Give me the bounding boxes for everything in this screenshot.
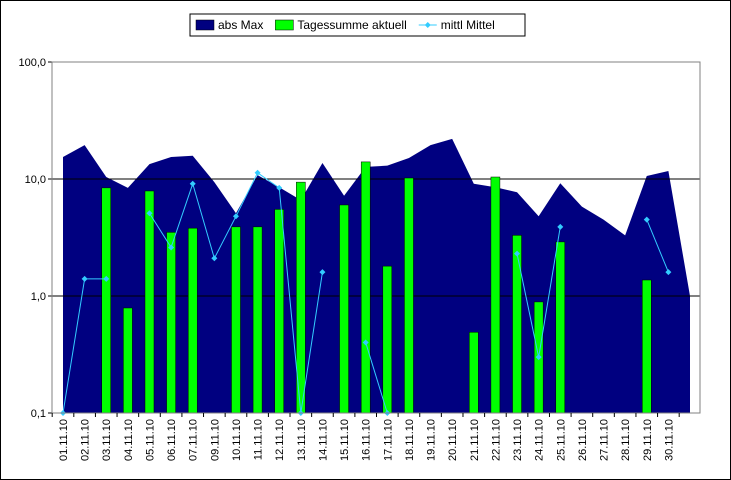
bar [231,226,241,414]
line-marker [146,210,153,217]
x-tick-label: 27.11.10 [599,419,611,461]
x-tick-label: 22.11.10 [490,419,502,461]
x-tick-label: 23.11.10 [512,419,524,461]
x-tick-label: 19.11.10 [426,419,438,461]
x-tick-label: 04.11.10 [123,419,135,461]
x-tick-label: 13.11.10 [296,419,308,461]
line-marker [232,213,239,220]
line-marker [514,250,521,257]
legend-box [189,13,526,37]
bar [252,226,263,414]
line-marker [362,339,369,346]
x-tick-label: 20.11.10 [447,419,459,461]
bar [144,190,155,414]
x-tick-label: 10.11.10 [231,419,243,461]
bar [166,232,176,414]
legend-label: abs Max [218,18,263,32]
x-tick-label: 07.11.10 [188,419,200,461]
x-tick-label: 01.11.10 [58,419,70,461]
legend-swatch [195,19,215,31]
bar [382,265,393,414]
x-tick-label: 16.11.10 [361,419,373,461]
line-marker [535,354,542,361]
line-marker [168,244,175,251]
bar [404,177,414,414]
y-tick-label: 0,1 [31,408,46,420]
x-tick-label: 18.11.10 [404,419,416,461]
line-marker [665,269,672,276]
bar [274,209,284,414]
bar [490,176,501,414]
bar [123,307,133,414]
bar [512,235,522,414]
bar [187,227,198,414]
line-marker [276,184,283,191]
bar [360,161,371,414]
x-tick-label: 03.11.10 [101,419,113,461]
x-tick-label: 11.11.10 [253,419,265,460]
line-marker [643,216,650,223]
bar [555,241,566,414]
x-tick-label: 05.11.10 [144,419,156,461]
x-tick-label: 24.11.10 [534,419,546,461]
line-marker [319,269,326,276]
legend-swatch [275,19,294,31]
bar [339,204,349,414]
y-tick-label: 100,0 [18,57,46,69]
line-marker [189,180,196,187]
x-tick-label: 02.11.10 [80,419,92,461]
line-marker [81,275,88,282]
x-tick-label: 29.11.10 [642,419,654,461]
area [63,138,690,413]
line-marker [254,169,261,176]
x-tick-label: 25.11.10 [555,419,567,461]
x-tick-label: 17.11.10 [382,419,394,461]
y-tick-label: 1,0 [31,291,46,303]
y-tick-label: 10,0 [25,174,46,186]
x-tick-label: 26.11.10 [577,419,589,461]
legend-label: Tagessumme aktuell [297,18,406,32]
line-marker [557,223,564,230]
x-tick-label: 09.11.10 [209,419,221,461]
line-marker [103,275,110,282]
legend-swatch [424,22,431,28]
bar [101,187,111,414]
x-tick-label: 14.11.10 [317,419,329,461]
x-tick-label: 30.11.10 [663,419,675,461]
bar [642,279,652,414]
legend-label: mittl Mittel [441,18,495,32]
bar [469,331,479,414]
line-marker [211,255,218,262]
x-tick-label: 06.11.10 [166,419,178,461]
legend: abs Max Tagessumme aktuell mittl Mittel [189,13,526,37]
x-tick-label: 21.11.10 [469,419,481,461]
x-tick-label: 15.11.10 [339,419,351,461]
x-tick-label: 28.11.10 [620,419,632,461]
x-tick-label: 12.11.10 [274,419,286,461]
